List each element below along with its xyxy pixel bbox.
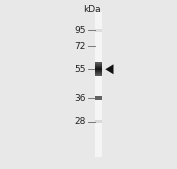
Bar xyxy=(95,68,102,71)
Bar xyxy=(95,62,102,63)
Bar xyxy=(95,70,102,71)
Bar xyxy=(95,63,102,64)
Bar xyxy=(95,120,102,123)
Text: 95: 95 xyxy=(74,26,86,35)
Bar xyxy=(95,64,102,65)
Bar xyxy=(95,68,102,69)
Polygon shape xyxy=(105,64,113,74)
Bar xyxy=(95,65,102,66)
Text: 28: 28 xyxy=(75,117,86,126)
Bar xyxy=(95,65,102,66)
Text: 36: 36 xyxy=(74,93,86,103)
Bar xyxy=(95,29,102,32)
Bar xyxy=(95,71,102,72)
Bar xyxy=(95,74,102,75)
Text: kDa: kDa xyxy=(83,5,101,14)
Text: 55: 55 xyxy=(74,65,86,74)
Bar xyxy=(95,63,102,64)
Bar xyxy=(95,72,102,73)
Bar xyxy=(95,73,102,74)
Bar xyxy=(95,71,102,72)
Bar xyxy=(95,67,102,68)
Bar xyxy=(95,69,102,70)
Bar xyxy=(95,66,102,67)
Bar xyxy=(95,96,102,100)
Bar xyxy=(95,75,102,76)
Text: 72: 72 xyxy=(75,42,86,51)
Bar xyxy=(95,12,102,157)
Bar xyxy=(95,67,102,68)
Bar xyxy=(95,69,102,70)
